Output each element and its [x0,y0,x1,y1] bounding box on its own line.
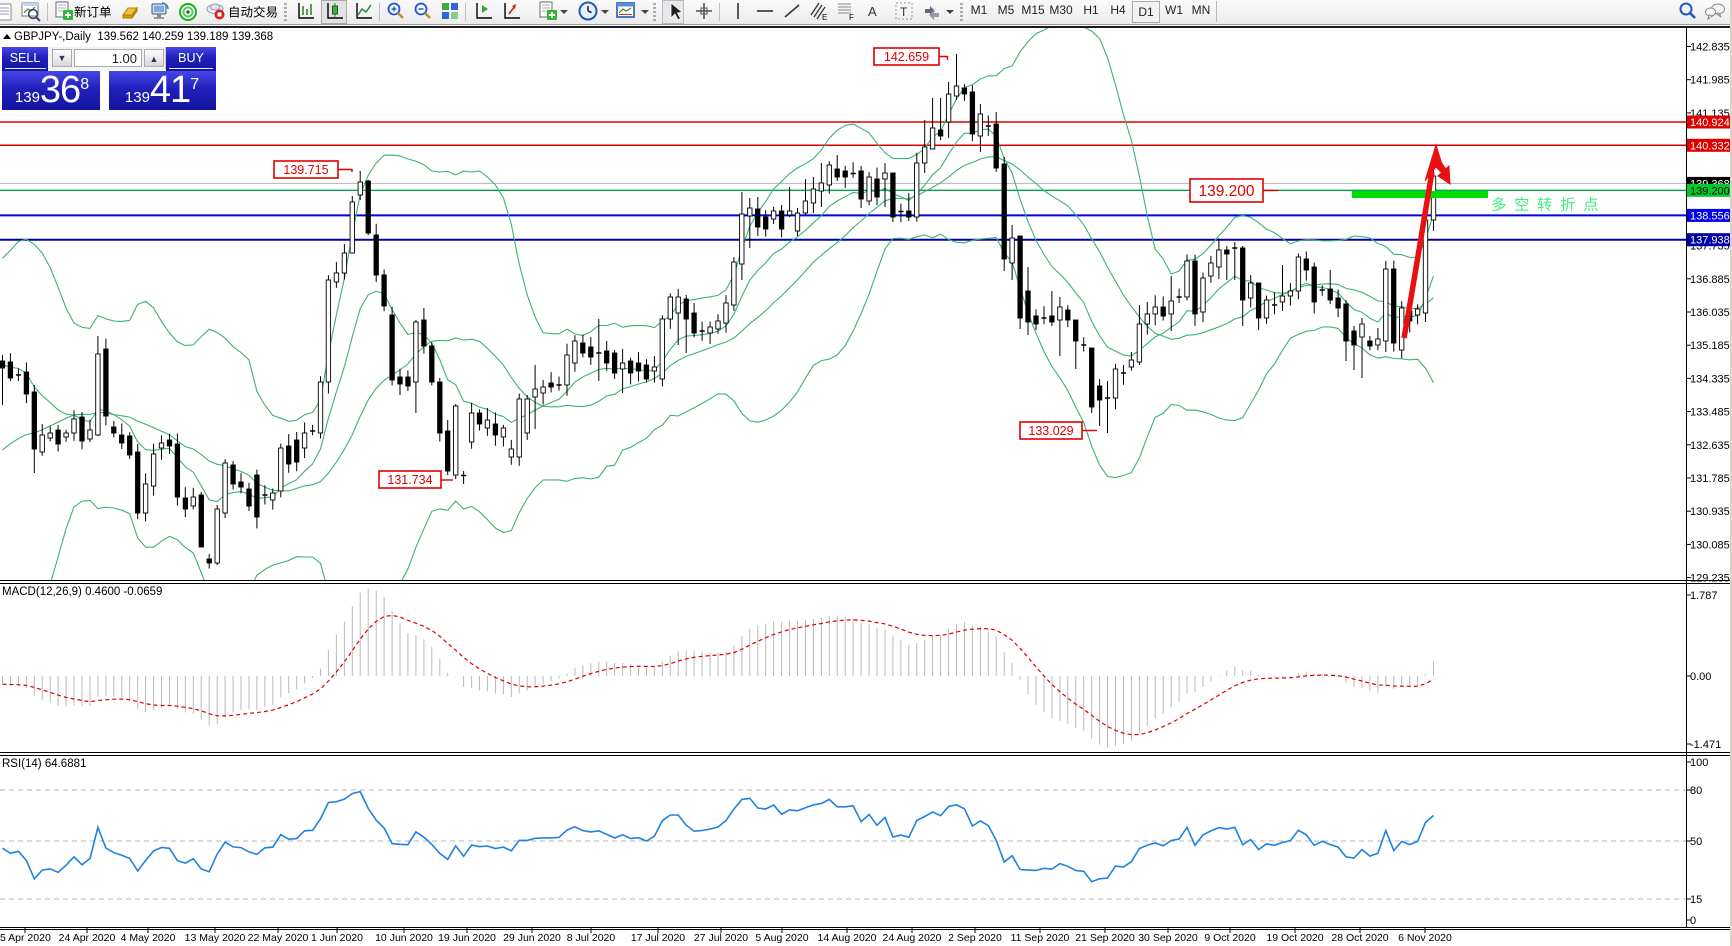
svg-text:4 May 2020: 4 May 2020 [121,932,176,944]
svg-text:133.485: 133.485 [1690,407,1730,419]
svg-text:GBPJPY-,Daily 139.562 140.259: GBPJPY-,Daily 139.562 140.259 139.189 13… [14,31,273,43]
svg-text:24 Apr 2020: 24 Apr 2020 [59,932,116,944]
svg-text:24 Aug 2020: 24 Aug 2020 [883,932,942,944]
svg-text:130.935: 130.935 [1690,506,1730,518]
svg-text:130.085: 130.085 [1690,539,1730,551]
svg-text:19 Oct 2020: 19 Oct 2020 [1266,932,1323,944]
svg-text:T: T [900,5,908,19]
svg-text:135.185: 135.185 [1690,340,1730,352]
svg-text:MACD(12,26,9) 0.4600 -0.0659: MACD(12,26,9) 0.4600 -0.0659 [2,586,162,598]
svg-text:22 May 2020: 22 May 2020 [248,932,309,944]
svg-text:E: E [822,13,827,22]
svg-text:1.787: 1.787 [1690,590,1718,602]
svg-text:14 Aug 2020: 14 Aug 2020 [818,932,877,944]
svg-text:0.00: 0.00 [1690,671,1711,683]
svg-text:17 Jul 2020: 17 Jul 2020 [631,932,685,944]
svg-text:5 Apr 2020: 5 Apr 2020 [0,932,51,944]
svg-text:28 Oct 2020: 28 Oct 2020 [1331,932,1388,944]
svg-text:133.029: 133.029 [1028,424,1073,438]
svg-text:80: 80 [1690,785,1702,797]
svg-text:21 Sep 2020: 21 Sep 2020 [1075,932,1135,944]
svg-text:15: 15 [1690,894,1702,906]
svg-text:2 Sep 2020: 2 Sep 2020 [948,932,1002,944]
svg-text:F: F [849,13,854,22]
svg-text:19 Jun 2020: 19 Jun 2020 [438,932,496,944]
svg-text:131.785: 131.785 [1690,473,1730,485]
svg-text:129.235: 129.235 [1690,573,1730,585]
svg-text:141.985: 141.985 [1690,75,1730,87]
svg-text:30 Sep 2020: 30 Sep 2020 [1138,932,1198,944]
svg-text:9 Oct 2020: 9 Oct 2020 [1204,932,1256,944]
svg-text:8 Jul 2020: 8 Jul 2020 [567,932,616,944]
svg-text:140.332: 140.332 [1690,140,1730,152]
svg-text:0: 0 [1690,915,1696,927]
svg-text:131.734: 131.734 [387,473,432,487]
svg-text:136.035: 136.035 [1690,307,1730,319]
svg-text:139.200: 139.200 [1690,185,1730,197]
svg-text:140.924: 140.924 [1690,117,1730,129]
svg-text:RSI(14) 64.6881: RSI(14) 64.6881 [2,758,86,770]
svg-text:137.938: 137.938 [1690,235,1730,247]
svg-text:1 Jun 2020: 1 Jun 2020 [311,932,363,944]
svg-text:5 Aug 2020: 5 Aug 2020 [755,932,808,944]
svg-text:142.659: 142.659 [884,50,929,64]
svg-text:10 Jun 2020: 10 Jun 2020 [375,932,433,944]
svg-text:27 Jul 2020: 27 Jul 2020 [694,932,748,944]
svg-text:142.835: 142.835 [1690,42,1730,54]
svg-text:13 May 2020: 13 May 2020 [185,932,246,944]
svg-text:100: 100 [1690,757,1708,769]
svg-text:29 Jun 2020: 29 Jun 2020 [503,932,561,944]
svg-text:50: 50 [1690,836,1702,848]
svg-text:-1.471: -1.471 [1690,739,1721,751]
svg-text:134.335: 134.335 [1690,373,1730,385]
svg-text:132.635: 132.635 [1690,440,1730,452]
svg-text:136.885: 136.885 [1690,274,1730,286]
svg-text:11 Sep 2020: 11 Sep 2020 [1011,932,1070,944]
svg-text:6 Nov 2020: 6 Nov 2020 [1398,932,1452,944]
svg-text:139.715: 139.715 [283,163,328,177]
svg-text:138.556: 138.556 [1690,210,1730,222]
svg-text:139.200: 139.200 [1198,183,1254,200]
